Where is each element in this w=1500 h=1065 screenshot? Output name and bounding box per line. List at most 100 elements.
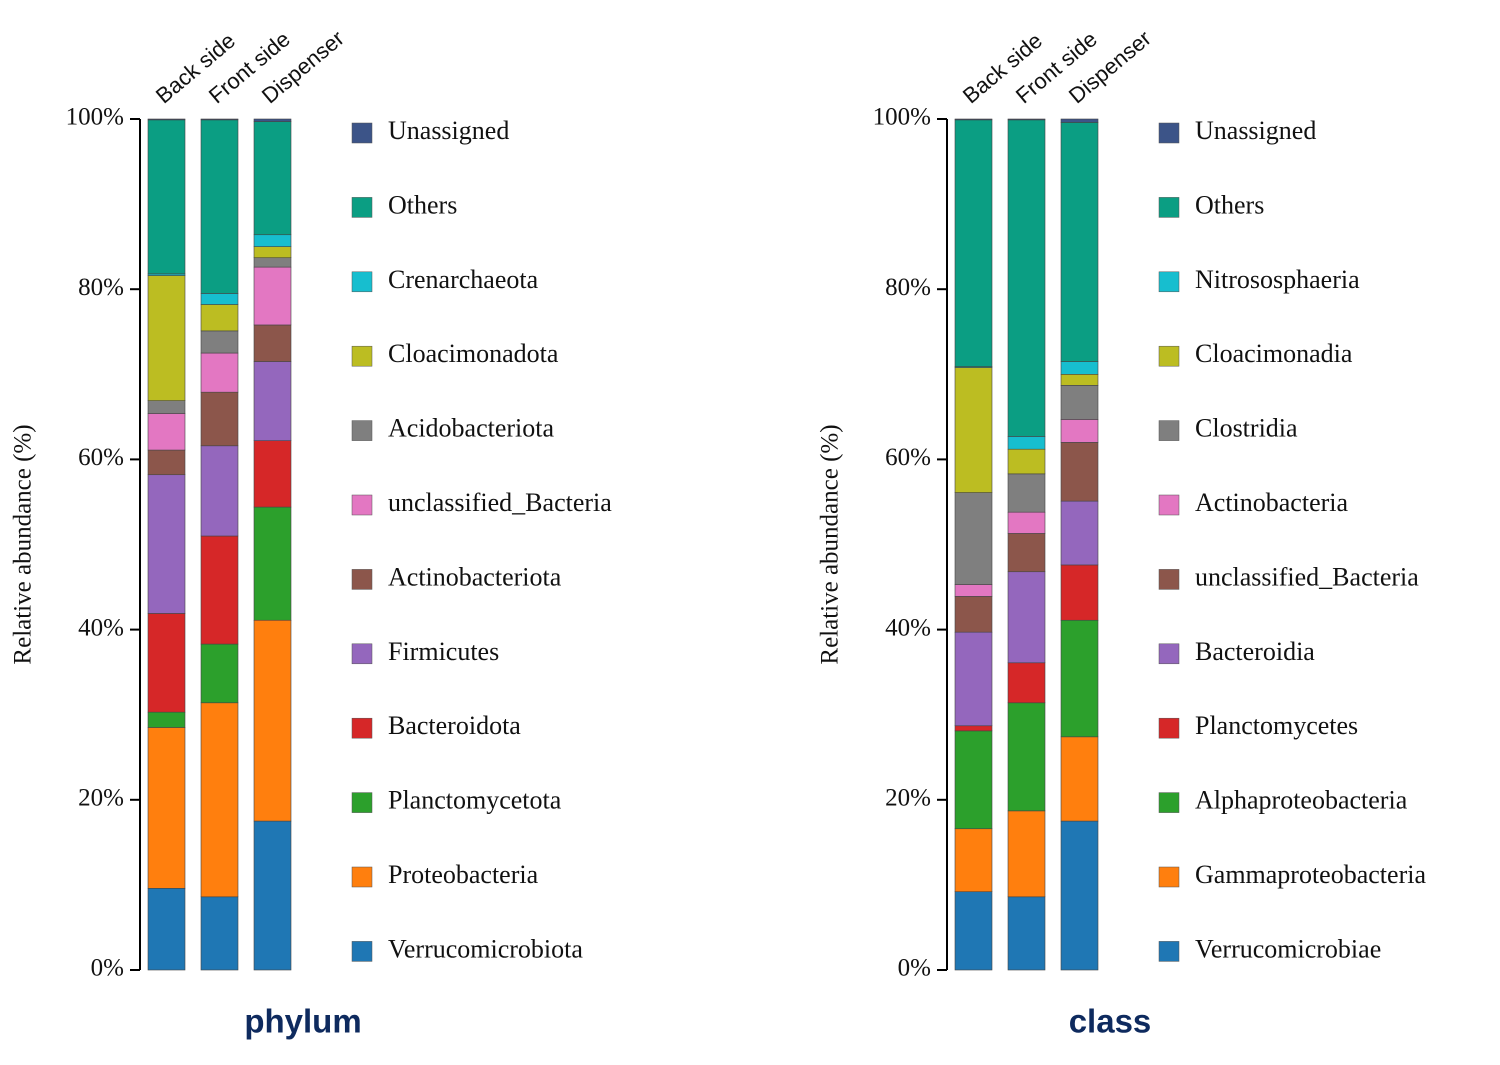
bar-segment [1007,119,1046,437]
legend-label: Unassigned [1195,116,1316,145]
legend-swatch [1158,420,1180,441]
bar-segment [1060,373,1099,386]
bar-segment [1060,385,1099,420]
bar-segment [954,828,993,893]
bar-segment [200,702,239,898]
bar-segment [1007,533,1046,573]
legend-label: Planctomycetota [388,786,562,815]
bar-segment [200,330,239,354]
bar-segment [1007,511,1046,534]
bar-segment [1007,571,1046,664]
bar-segment [253,506,292,621]
legend-swatch [351,792,373,813]
y-tick-label: 80% [885,274,931,301]
legend-label: Planctomycetes [1195,711,1358,740]
y-tick-label: 60% [78,444,124,471]
legend-label: Verrucomicrobiota [388,934,583,963]
bar-segment [1060,619,1099,738]
legend-swatch [1158,271,1180,293]
bar-segment [1060,500,1099,566]
y-tick-label: 40% [78,614,124,641]
legend-label: Cloacimonadota [388,339,559,368]
bar-segment [1007,662,1046,704]
bar-segment [147,119,186,275]
bar-segment [253,246,292,259]
bar-segment [954,119,993,367]
legend-swatch [1158,717,1180,739]
y-tick-label: 0% [898,955,931,982]
legend-label: Crenarchaeota [388,265,539,294]
legend-swatch [1158,792,1180,813]
legend-swatch [351,717,373,739]
chart-title: class [1069,1003,1152,1040]
bar-segment [253,440,292,508]
bar-segment [253,118,292,122]
bar-segment [147,711,186,728]
y-tick-label: 20% [78,785,124,812]
bar-segment [1060,419,1099,443]
legend-swatch [1158,569,1180,590]
bar-segment [200,293,239,305]
legend-swatch [351,569,373,590]
legend-swatch [351,122,373,144]
bar-segment [147,727,186,889]
bar-segment [147,118,186,121]
legend-label: Bacteroidota [388,711,521,740]
legend-label: Proteobacteria [388,860,539,889]
legend-label: Actinobacteriota [388,562,562,591]
legend-label: Gammaproteobacteria [1195,860,1426,889]
legend-swatch [1158,866,1180,888]
bar-segment [1007,702,1046,812]
bar-segment [1007,436,1046,450]
chart-title: phylum [244,1003,361,1040]
bar-segment [954,730,993,830]
bar-segment [954,596,993,633]
bar-segment [1007,118,1046,121]
y-axis-label: Relative abundance (%) [10,424,37,664]
bar-segment [954,891,993,971]
bar-segment [954,367,993,493]
legend-label: Others [388,190,457,219]
legend-swatch [351,941,373,962]
y-tick-label: 100% [66,104,124,131]
bar-segment [147,888,186,971]
y-tick-label: 60% [885,444,931,471]
legend-label: Alphaproteobacteria [1195,786,1408,815]
y-tick-label: 100% [873,104,931,131]
y-tick-label: 40% [885,614,931,641]
legend-swatch [1158,345,1180,367]
bar-segment [1060,118,1099,123]
legend-label: Firmicutes [388,637,499,666]
legend-swatch [1158,643,1180,665]
bar-segment [253,234,292,247]
legend-swatch [351,197,373,218]
bar-segment [954,725,993,732]
legend-label: Cloacimonadia [1195,339,1353,368]
bar-segment [200,118,239,121]
legend-swatch [1158,197,1180,218]
bar-segment [147,275,186,401]
bar-segment [147,474,186,614]
bar-segment [253,324,292,362]
bar-segment [954,118,993,121]
bar-segment [1060,564,1099,621]
bar-segment [954,584,993,597]
bar-segment [200,535,239,645]
legend-swatch [351,420,373,441]
bar-segment [253,257,292,268]
legend-label: Bacteroidia [1195,637,1315,666]
bar-segment [1007,473,1046,513]
legend-swatch [351,643,373,665]
y-axis-label: Relative abundance (%) [817,424,844,664]
bar-segment [200,643,239,704]
y-tick-label: 20% [885,785,931,812]
bar-segment [253,361,292,441]
legend-swatch [1158,122,1180,144]
bar-segment [147,413,186,451]
bar-segment [200,304,239,332]
legend-swatch [351,866,373,888]
bar-segment [147,400,186,414]
bar-segment [147,449,186,476]
bar-segment [1060,736,1099,822]
